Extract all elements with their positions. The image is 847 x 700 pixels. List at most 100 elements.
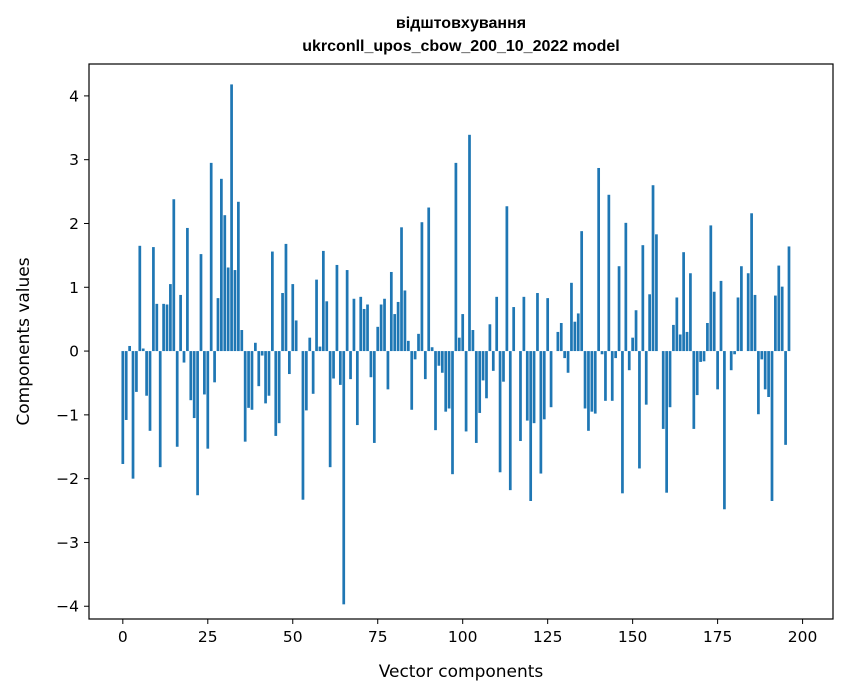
bar-119 bbox=[526, 351, 529, 421]
bar-100 bbox=[461, 314, 464, 351]
bar-14 bbox=[169, 284, 172, 351]
bar-108 bbox=[489, 324, 492, 351]
bar-110 bbox=[495, 297, 498, 351]
bar-29 bbox=[220, 179, 223, 351]
bar-94 bbox=[441, 351, 444, 373]
bar-37 bbox=[247, 351, 250, 408]
bar-56 bbox=[312, 351, 315, 394]
bar-191 bbox=[771, 351, 774, 501]
bar-104 bbox=[475, 351, 478, 443]
bar-111 bbox=[499, 351, 502, 472]
y-tick-label--1: −1 bbox=[56, 406, 79, 424]
bar-63 bbox=[336, 265, 339, 351]
bar-45 bbox=[274, 351, 277, 436]
y-axis-label: Components values bbox=[14, 257, 34, 425]
bar-22 bbox=[196, 351, 199, 495]
bar-38 bbox=[251, 351, 254, 410]
bar-57 bbox=[315, 280, 318, 351]
x-axis-label: Vector components bbox=[379, 662, 544, 682]
bar-175 bbox=[716, 351, 719, 389]
bar-34 bbox=[237, 202, 240, 351]
bar-143 bbox=[607, 195, 610, 351]
bar-2 bbox=[128, 346, 131, 351]
bar-188 bbox=[760, 351, 763, 359]
bar-180 bbox=[733, 351, 736, 354]
bar-140 bbox=[597, 168, 600, 351]
bar-9 bbox=[152, 247, 155, 351]
bar-154 bbox=[645, 351, 648, 405]
bar-80 bbox=[393, 314, 396, 351]
bar-90 bbox=[427, 208, 430, 352]
bar-164 bbox=[679, 334, 682, 351]
bar-79 bbox=[390, 272, 393, 351]
bar-32 bbox=[230, 84, 233, 351]
bar-151 bbox=[635, 310, 638, 351]
bar-113 bbox=[506, 206, 509, 351]
bar-81 bbox=[397, 302, 400, 351]
bar-123 bbox=[540, 351, 543, 473]
bar-120 bbox=[529, 351, 532, 501]
bar-136 bbox=[584, 351, 587, 408]
bar-74 bbox=[373, 351, 376, 443]
bar-8 bbox=[149, 351, 152, 431]
bar-83 bbox=[404, 290, 407, 351]
bar-49 bbox=[288, 351, 291, 374]
bar-147 bbox=[621, 351, 624, 493]
bar-146 bbox=[618, 266, 621, 351]
bar-31 bbox=[227, 268, 230, 352]
bar-48 bbox=[285, 244, 288, 351]
bar-41 bbox=[261, 351, 264, 355]
bar-71 bbox=[363, 309, 366, 351]
bar-133 bbox=[574, 322, 577, 351]
bar-174 bbox=[713, 292, 716, 351]
bar-182 bbox=[740, 266, 743, 351]
bar-148 bbox=[624, 223, 627, 351]
y-tick-label-4: 4 bbox=[69, 87, 79, 105]
bar-61 bbox=[329, 351, 332, 467]
bar-97 bbox=[451, 351, 454, 474]
bar-157 bbox=[655, 234, 658, 351]
bar-118 bbox=[523, 297, 526, 351]
bar-50 bbox=[291, 284, 294, 351]
bar-60 bbox=[325, 301, 328, 351]
bar-73 bbox=[370, 351, 373, 377]
bar-185 bbox=[750, 213, 753, 351]
bar-124 bbox=[543, 351, 546, 419]
bar-115 bbox=[512, 307, 515, 351]
bar-163 bbox=[675, 297, 678, 351]
bar-17 bbox=[179, 295, 182, 351]
bar-103 bbox=[472, 330, 475, 351]
bar-43 bbox=[268, 351, 271, 396]
bar-0 bbox=[121, 351, 124, 464]
bar-121 bbox=[533, 351, 536, 423]
bar-131 bbox=[567, 351, 570, 373]
bar-187 bbox=[757, 351, 760, 414]
bar-54 bbox=[305, 351, 308, 410]
bar-130 bbox=[563, 351, 566, 358]
bar-196 bbox=[788, 246, 791, 351]
bar-77 bbox=[383, 299, 386, 351]
bar-122 bbox=[536, 293, 539, 351]
bar-190 bbox=[767, 351, 770, 397]
bar-18 bbox=[183, 351, 186, 362]
bar-72 bbox=[366, 305, 369, 352]
bar-92 bbox=[434, 351, 437, 430]
chart-title-line-2: ukrconll_upos_cbow_200_10_2022 model bbox=[302, 38, 619, 55]
bar-4 bbox=[135, 351, 138, 392]
bar-53 bbox=[302, 351, 305, 500]
bar-15 bbox=[172, 199, 175, 351]
bar-107 bbox=[485, 351, 488, 398]
bar-193 bbox=[777, 266, 780, 351]
bar-27 bbox=[213, 351, 216, 382]
bar-126 bbox=[550, 351, 553, 407]
y-tick-label-3: 3 bbox=[69, 151, 79, 169]
bar-36 bbox=[244, 351, 247, 442]
bar-112 bbox=[502, 351, 505, 382]
bar-189 bbox=[764, 351, 767, 389]
x-tick-label-100: 100 bbox=[448, 628, 478, 646]
bar-177 bbox=[723, 351, 726, 509]
bar-102 bbox=[468, 135, 471, 351]
bar-42 bbox=[264, 351, 267, 403]
bar-173 bbox=[709, 225, 712, 351]
